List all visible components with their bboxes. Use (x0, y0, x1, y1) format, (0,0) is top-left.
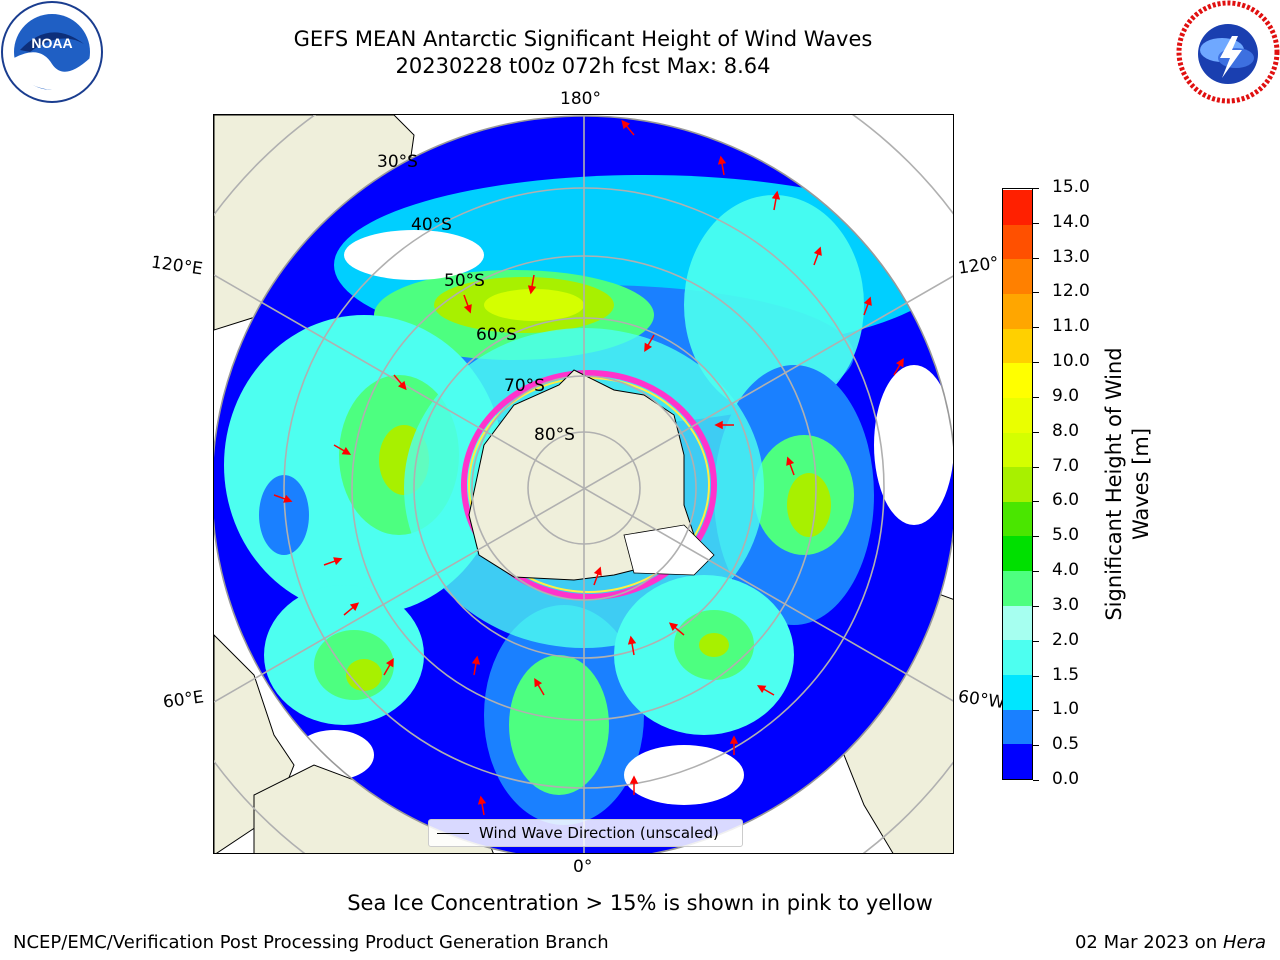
colorbar-tick (1033, 188, 1039, 189)
colorbar-segment (1003, 674, 1032, 710)
run-date-text: 02 Mar 2023 on (1074, 932, 1223, 953)
chart-subtitle: 20230228 t00z 072h fcst Max: 8.64 (395, 54, 771, 78)
colorbar-tick (1033, 292, 1039, 294)
colorbar-tick-label: 15.0 (1052, 177, 1090, 197)
colorbar-segment (1003, 258, 1032, 294)
noaa-logo-text: NOAA (31, 35, 72, 51)
colorbar-segment (1003, 466, 1032, 502)
colorbar-tick-label: 7.0 (1052, 455, 1080, 476)
colorbar-segment (1003, 189, 1032, 225)
legend-line-swatch (437, 833, 469, 834)
lat-label-30s: 30°S (377, 152, 418, 172)
polar-map (214, 115, 953, 853)
lat-label-40s: 40°S (411, 215, 452, 235)
colorbar-segment (1003, 501, 1032, 537)
colorbar-tick-label: 9.0 (1052, 385, 1080, 406)
colorbar-segment (1003, 432, 1032, 468)
colorbar-tick (1033, 501, 1039, 503)
colorbar-tick (1033, 466, 1039, 468)
colorbar-tick (1033, 257, 1039, 259)
colorbar-tick (1033, 431, 1039, 433)
colorbar-label-line2: Waves [m] (1129, 427, 1153, 541)
colorbar-tick (1033, 536, 1039, 538)
colorbar-segment (1003, 397, 1032, 433)
colorbar-segment (1003, 535, 1032, 572)
colorbar-segment (1003, 362, 1032, 398)
colorbar-tick (1033, 780, 1039, 781)
noaa-logo: NOAA (1, 1, 103, 103)
colorbar-tick (1033, 640, 1039, 642)
colorbar-tick-label: 5.0 (1052, 525, 1080, 546)
colorbar-segment (1003, 743, 1032, 779)
colorbar-tick-label: 13.0 (1052, 246, 1090, 267)
colorbar-tick-label: 4.0 (1052, 560, 1080, 581)
colorbar-tick-label: 0.5 (1052, 734, 1080, 755)
lon-label-120w: 120° (956, 253, 1001, 279)
colorbar-tick-label: 12.0 (1052, 281, 1090, 302)
producer-credit: NCEP/EMC/Verification Post Processing Pr… (13, 932, 609, 953)
map-panel: 30°S 40°S 50°S 60°S 70°S 80°S Wind Wave … (213, 114, 954, 854)
colorbar-tick-label: 2.0 (1052, 629, 1080, 650)
colorbar-tick-label: 11.0 (1052, 316, 1090, 337)
colorbar (1002, 188, 1033, 780)
colorbar-tick (1033, 605, 1039, 607)
lon-label-180: 180° (560, 89, 601, 109)
wind-wave-arrows (273, 119, 904, 816)
colorbar-tick (1033, 222, 1039, 224)
colorbar-tick (1033, 745, 1039, 747)
lon-label-0: 0° (573, 857, 593, 877)
run-date: 02 Mar 2023 on Hera (1075, 932, 1266, 953)
sea-ice-note: Sea Ice Concentration > 15% is shown in … (347, 891, 933, 915)
colorbar-tick (1033, 571, 1039, 573)
colorbar-tick (1033, 675, 1039, 677)
colorbar-segment (1003, 328, 1032, 364)
colorbar-tick-label: 8.0 (1052, 420, 1080, 441)
colorbar-segment (1003, 570, 1032, 606)
map-legend: Wind Wave Direction (unscaled) (428, 819, 743, 847)
colorbar-tick (1033, 362, 1039, 364)
colorbar-tick (1033, 327, 1039, 329)
antarctica (468, 369, 695, 581)
chart-title: GEFS MEAN Antarctic Significant Height o… (293, 27, 873, 51)
lat-label-80s: 80°S (534, 425, 575, 445)
colorbar-tick-label: 6.0 (1052, 490, 1080, 511)
lat-label-60s: 60°S (476, 325, 517, 345)
colorbar-segment (1003, 224, 1032, 260)
run-date-machine: Hera (1222, 932, 1266, 953)
colorbar-tick-label: 0.0 (1052, 769, 1080, 789)
lon-label-60w: 60°W (956, 686, 1007, 714)
colorbar-segment (1003, 709, 1032, 745)
colorbar-tick-label: 10.0 (1052, 351, 1090, 372)
colorbar-label: Significant Height of Wind Waves [m] (1101, 347, 1155, 620)
colorbar-tick-label: 1.5 (1052, 664, 1080, 685)
colorbar-segment (1003, 639, 1032, 676)
lon-label-60e: 60°E (161, 687, 206, 713)
graticule (214, 115, 953, 853)
colorbar-tick (1033, 396, 1039, 398)
colorbar-segment (1003, 605, 1032, 641)
colorbar-tick-label: 14.0 (1052, 211, 1090, 232)
lon-label-120e: 120°E (149, 252, 204, 280)
colorbar-label-line1: Significant Height of Wind (1102, 347, 1126, 621)
colorbar-tick-label: 1.0 (1052, 699, 1080, 720)
national-weather-service-logo (1176, 0, 1280, 104)
legend-label: Wind Wave Direction (unscaled) (479, 824, 719, 842)
colorbar-tick-label: 3.0 (1052, 594, 1080, 615)
lat-label-50s: 50°S (444, 271, 485, 291)
colorbar-tick (1033, 710, 1039, 712)
lat-label-70s: 70°S (504, 376, 545, 396)
colorbar-segment (1003, 293, 1032, 329)
